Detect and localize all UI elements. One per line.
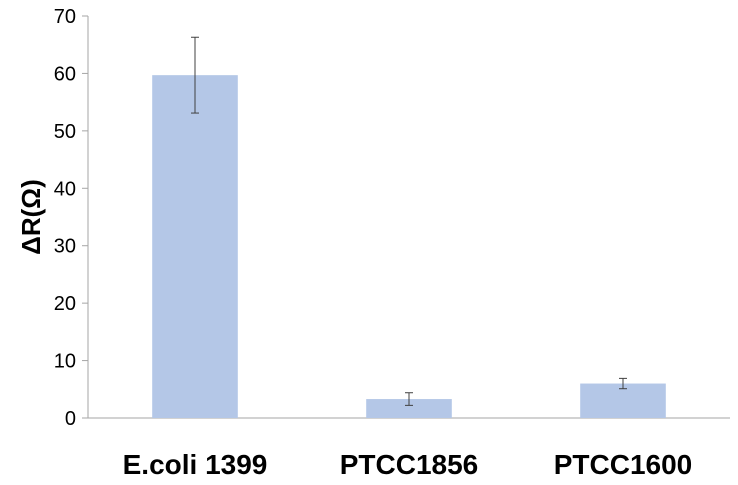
y-tick-label: 10 [54,351,76,373]
category-labels: E.coli 1399 PTCC1856 PTCC1600 [123,449,693,480]
y-tick-label: 20 [54,293,76,315]
category-label: PTCC1600 [554,449,693,480]
bar [366,399,452,418]
y-tick-label: 50 [54,121,76,143]
bars [152,75,666,418]
y-tick-label: 70 [54,6,76,28]
y-tick-label: 0 [65,408,76,430]
y-tick-label: 30 [54,236,76,258]
category-label: PTCC1856 [340,449,479,480]
y-axis-ticks: 0 10 20 30 40 50 60 70 [54,6,88,430]
error-bar [405,392,413,406]
bar [152,75,238,418]
category-label: E.coli 1399 [123,449,268,480]
y-tick-label: 60 [54,63,76,85]
y-axis-title: ΔR(Ω) [16,179,46,255]
bar [580,383,666,418]
y-tick-label: 40 [54,178,76,200]
error-bar [619,377,627,390]
error-bars [191,36,627,406]
error-bar [191,36,199,114]
